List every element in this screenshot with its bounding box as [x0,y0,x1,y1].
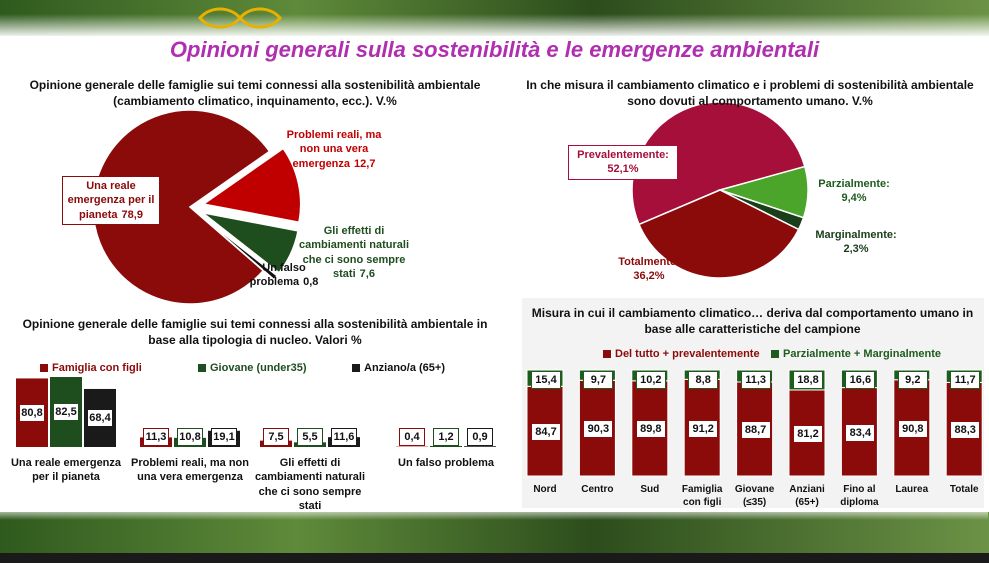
pie-slice [201,147,302,224]
x-tick-label: Anziani (65+) [789,484,825,508]
chart-title: In che misura il cambiamento climatico e… [526,78,974,108]
value-label: 81,2 [793,424,823,443]
bar [464,446,496,447]
value-label: 90,3 [583,420,614,439]
x-tick-label: Famiglia con figli [681,484,723,508]
slice-value: 2,3% [843,243,869,256]
bar [430,445,462,447]
slice-label: Totalmente: 36,2% [606,255,692,284]
slice-name: Totalmente: [618,256,680,268]
value-label: 9,7 [583,371,614,389]
legend-label: Anziano/a (65+) [364,362,445,374]
slice-label: Marginalmente: 2,3% [808,228,904,257]
value-label: 10,8 [177,428,203,446]
value-label: 83,4 [845,423,876,442]
value-label: 16,6 [845,371,876,389]
slice-value: 9,4% [841,192,867,205]
legend-label: Giovane (under35) [210,362,307,374]
x-tick-label: Un falso problema [398,457,494,469]
value-label: 89,8 [635,420,666,439]
pie-slice [631,101,806,226]
pie-slice [638,189,800,279]
legend-label: Parzialmente + Marginalmente [783,348,942,360]
value-label: 11,6 [331,428,357,446]
value-label: 68,4 [87,408,113,427]
bottom-fade [0,506,988,520]
slice-value: 0,8 [303,276,319,289]
value-label: 88,7 [740,420,771,439]
legend-swatch [40,364,48,372]
value-label: 11,7 [950,371,981,389]
value-label: 5,5 [297,428,323,446]
value-label: 84,7 [531,423,561,442]
x-tick-label: Sud [640,484,660,495]
page-title: Opinioni generali sulla sostenibilità e … [169,37,820,62]
value-label: 0,9 [467,428,493,446]
x-tick-label: Centro [581,484,614,495]
slice-name: Parzialmente: [818,178,890,190]
slice-name: Un falso problema [249,262,306,289]
slice-name: Marginalmente: [815,229,897,241]
slice-label: Parzialmente: 9,4% [812,177,896,206]
x-tick-label: Problemi reali, ma non una vera emergenz… [131,457,249,484]
slice-name: Gli effetti di cambiamenti naturali che … [298,225,410,280]
x-tick-label: Una reale emergenza per il pianeta [10,457,122,484]
slice-value: 12,7 [354,157,376,170]
x-tick-label: Gli effetti di cambiamenti naturali che … [254,457,366,512]
legend-label: Del tutto + prevalentemente [615,348,760,360]
value-label: 90,8 [897,419,928,438]
slice-value: 7,6 [359,267,375,280]
value-label: 1,2 [433,428,459,446]
top-fade [0,14,989,38]
slice-value: 52,1% [607,163,639,176]
x-tick-label: Laurea [895,484,929,495]
value-label: 10,2 [635,371,666,389]
x-tick-label: Giovane (≤35) [734,484,775,508]
slice-label: Problemi reali, ma non una vera emergenz… [278,128,390,171]
bottom-bar [0,553,989,563]
pie-slice [202,212,299,274]
slice-name: Una reale emergenza per il pianeta [67,180,155,221]
legend-swatch [603,350,611,358]
value-label: 8,8 [688,371,719,389]
legend-swatch [771,350,779,358]
logo [198,7,282,29]
value-label: 91,2 [688,419,719,438]
slice-name: Problemi reali, ma non una vera emergenz… [286,129,382,170]
chart-title: Opinione generale delle famiglie sui tem… [22,317,488,347]
x-tick-label: Totale [949,484,979,495]
slice-label: Gli effetti di cambiamenti naturali che … [292,224,416,281]
value-label: 9,2 [897,371,928,389]
legend-swatch [352,364,360,372]
value-label: 80,8 [19,403,45,422]
slice-label: Prevalentemente: 52,1% [568,145,678,180]
legend-swatch [198,364,206,372]
slice-name: Prevalentemente: [577,149,669,161]
value-label: 88,3 [950,421,981,440]
value-label: 19,1 [211,428,237,446]
legend-label: Famiglia con figli [52,362,142,374]
x-tick-label: Nord [533,484,557,495]
chart-title: Opinione generale delle famiglie sui tem… [29,78,481,108]
value-label: 11,3 [740,371,771,389]
slice-value: 78,9 [121,208,143,221]
x-tick-label: Fino al diploma [840,484,879,508]
value-label: 82,5 [53,403,79,421]
chart-title: Misura in cui il cambiamento climatico… … [531,306,974,336]
value-label: 18,8 [793,371,823,389]
value-label: 15,4 [531,371,561,389]
value-label: 0,4 [399,428,425,446]
slice-value: 36,2% [633,270,665,283]
value-label: 7,5 [263,428,289,446]
slice-label: Un falso problema 0,8 [244,261,324,290]
value-label: 11,3 [143,428,169,446]
pie-slice [200,215,279,281]
slice-label: Una reale emergenza per il pianeta 78,9 [62,176,160,225]
